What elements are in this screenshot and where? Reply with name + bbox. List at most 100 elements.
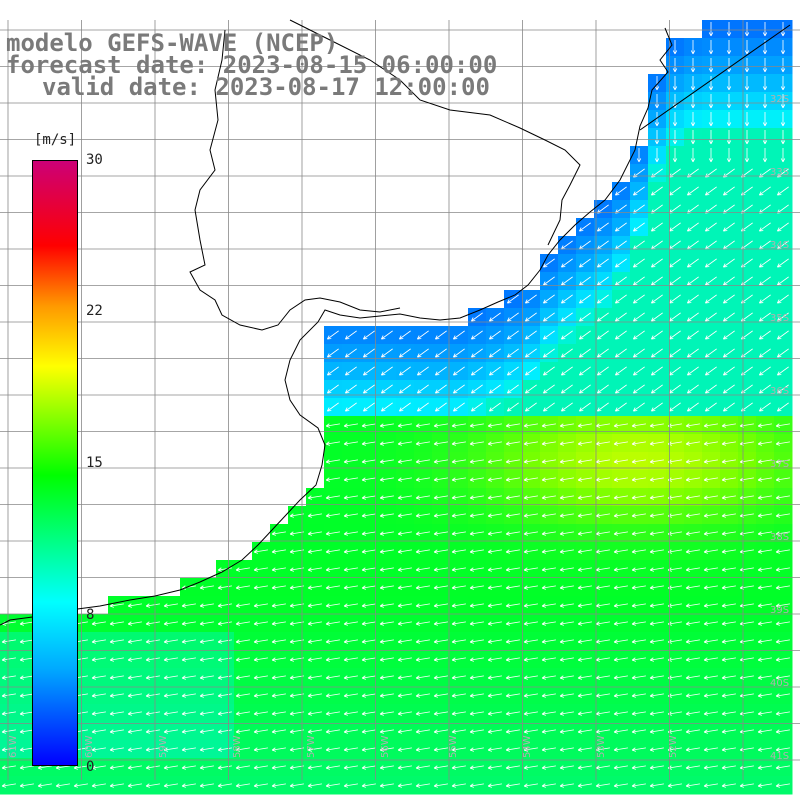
wind-arrow (704, 294, 717, 304)
map-title-forecast-date: forecast date: 2023-08-15 06:00:00 (6, 51, 498, 79)
wind-arrow (434, 348, 447, 358)
lat-label: 34S (770, 240, 790, 251)
wind-arrow (451, 747, 466, 752)
wind-arrow (523, 423, 538, 428)
wind-arrow (1, 657, 16, 662)
lat-label: 40S (770, 678, 790, 689)
wind-arrow (632, 402, 645, 412)
wind-arrow (433, 549, 448, 554)
wind-arrow (690, 130, 696, 145)
wind-arrow (109, 693, 124, 698)
wind-arrow (541, 639, 556, 644)
wind-arrow (325, 765, 340, 770)
wind-arrow (726, 112, 732, 127)
wind-arrow (524, 384, 537, 394)
wind-arrow (253, 675, 268, 680)
wind-arrow (721, 531, 736, 536)
wind-arrow (37, 765, 52, 770)
wind-arrow (703, 513, 718, 518)
wind-arrow (307, 567, 322, 572)
wind-arrow (631, 531, 646, 536)
wind-arrow (726, 130, 732, 145)
wind-arrow (577, 513, 592, 518)
wind-arrow (578, 312, 591, 322)
wind-arrow (542, 348, 555, 358)
wind-arrow (145, 729, 160, 734)
wind-arrow (307, 657, 322, 662)
wind-arrow (73, 783, 88, 788)
wind-arrow (559, 729, 574, 734)
wind-arrow (127, 675, 142, 680)
wind-arrow (758, 402, 771, 412)
wind-arrow (631, 693, 646, 698)
wind-arrow (758, 366, 771, 376)
wind-arrow (559, 585, 574, 590)
wind-arrow (614, 402, 627, 412)
wind-arrow (654, 130, 660, 145)
wind-arrow (595, 783, 610, 788)
wind-arrow (506, 294, 519, 304)
lon-label: 57W (306, 735, 317, 758)
wind-arrow (708, 148, 714, 163)
wind-arrow (109, 621, 124, 626)
wind-arrow (505, 477, 520, 482)
wind-arrow (397, 639, 412, 644)
wind-arrow (379, 495, 394, 500)
wind-arrow (703, 693, 718, 698)
wind-arrow (523, 693, 538, 698)
wind-arrow (524, 312, 537, 322)
wind-arrow (757, 495, 772, 500)
wind-arrow (505, 495, 520, 500)
wind-arrow (762, 112, 768, 127)
wind-arrow (613, 729, 628, 734)
lat-label: 41S (770, 751, 790, 762)
wind-arrow (780, 58, 786, 73)
lat-label: 37S (770, 459, 790, 470)
wind-arrow (708, 22, 714, 37)
wind-arrow (361, 567, 376, 572)
wind-arrow (685, 675, 700, 680)
wind-arrow (541, 765, 556, 770)
wind-arrow (415, 657, 430, 662)
wind-arrow (721, 747, 736, 752)
wind-arrow (235, 783, 250, 788)
wind-arrow (163, 621, 178, 626)
wind-arrow (307, 603, 322, 608)
wind-arrow (433, 513, 448, 518)
wind-arrow (703, 567, 718, 572)
wind-arrow (614, 330, 627, 340)
wind-arrow (451, 729, 466, 734)
wind-arrow (325, 531, 340, 536)
wind-arrow (235, 603, 250, 608)
wind-arrow (325, 549, 340, 554)
wind-arrow (595, 603, 610, 608)
wind-arrow (704, 330, 717, 340)
wind-arrow (686, 366, 699, 376)
wind-arrow (614, 276, 627, 286)
wind-arrow (415, 495, 430, 500)
wind-arrow (560, 348, 573, 358)
wind-arrow (109, 639, 124, 644)
wind-arrow (451, 423, 466, 428)
wind-arrow (469, 747, 484, 752)
wind-arrow (91, 639, 106, 644)
wind-arrow (757, 477, 772, 482)
wind-arrow (703, 477, 718, 482)
wind-arrow (398, 402, 411, 412)
wind-arrow (379, 567, 394, 572)
wind-arrow (775, 639, 790, 644)
wind-arrow (632, 366, 645, 376)
wind-arrow (488, 384, 501, 394)
wind-arrow (721, 549, 736, 554)
wind-arrow (325, 477, 340, 482)
wind-arrow (559, 549, 574, 554)
wind-arrow (163, 729, 178, 734)
wind-arrow (433, 729, 448, 734)
wind-arrow (505, 657, 520, 662)
wind-arrow (722, 258, 735, 268)
wind-arrow (703, 639, 718, 644)
wind-arrow (487, 459, 502, 464)
wind-arrow (505, 531, 520, 536)
lat-label: 32S (770, 94, 790, 105)
wind-arrow (415, 459, 430, 464)
